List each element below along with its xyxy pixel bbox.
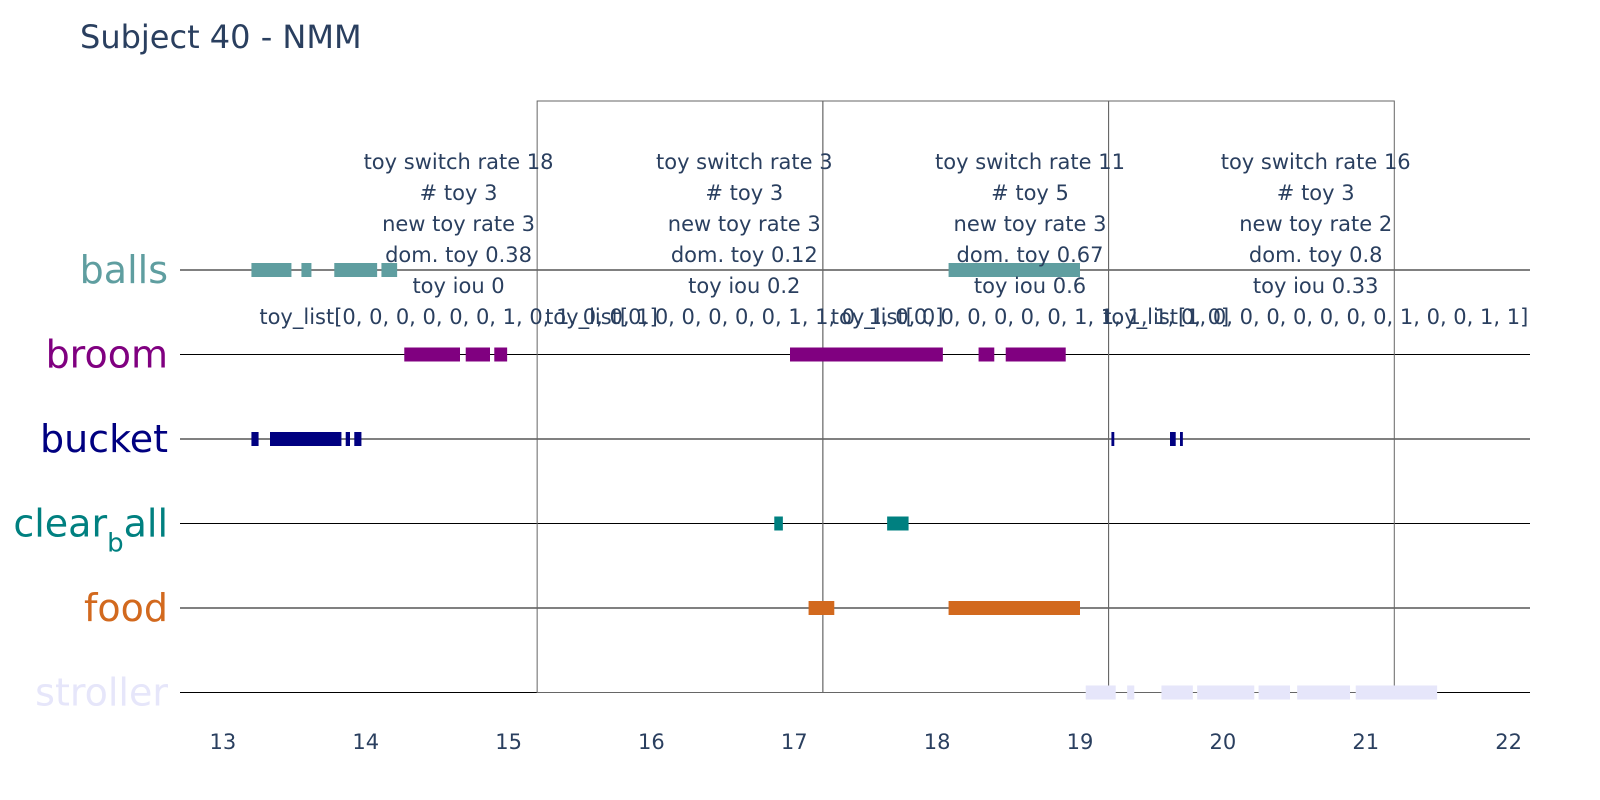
window-annotation: toy switch rate 11 # toy 5 new toy rate 3 d… [831,150,1229,330]
segment-stroller [1258,685,1290,700]
window-annotation: toy switch rate 3 # toy 3 new toy rate 3 do… [545,150,943,330]
annotation-line: toy switch rate 18 [364,150,554,174]
y-label-bucket: bucket [40,417,168,461]
segment-clear_ball [774,516,783,531]
annotation-line: dom. toy 0.38 [385,243,532,267]
segment-broom [1005,347,1066,362]
x-tick-label: 21 [1352,730,1379,754]
annotation-line: toy_list[0, 0, 0, 0, 0, 0, 1, 1, 0, 1, 0… [545,305,943,330]
segment-bucket [1111,432,1115,446]
annotation-line: toy iou 0.33 [1253,274,1379,298]
window-annotation: toy switch rate 16 # toy 3 new toy rate 2 d… [1103,150,1528,330]
segment-broom [404,347,460,362]
x-tick-label: 20 [1209,730,1236,754]
annotation-line: new toy rate 3 [954,212,1107,236]
annotation-line: new toy rate 3 [668,212,821,236]
segment-bucket [1180,432,1183,446]
y-label-stroller: stroller [35,671,168,715]
x-tick-label: 14 [352,730,379,754]
x-tick-label: 22 [1495,730,1522,754]
annotation-line: new toy rate 2 [1239,212,1392,236]
x-tick-label: 18 [924,730,951,754]
annotation-line: # toy 3 [1277,181,1355,205]
segment-bucket [345,432,350,446]
x-tick-label: 13 [209,730,236,754]
annotation-line: dom. toy 0.12 [671,243,818,267]
row-lines [180,269,1530,693]
segment-stroller [1127,685,1135,700]
annotation-line: dom. toy 0.8 [1249,243,1383,267]
toy-segments [251,263,1438,700]
annotation-line: new toy rate 3 [382,212,535,236]
x-tick-label: 16 [638,730,665,754]
segment-broom [494,347,508,362]
segment-broom [978,347,995,362]
segment-stroller [1085,685,1116,700]
segment-broom [790,347,943,362]
x-axis-ticks: 13 14 15 16 17 18 19 20 21 22 [209,730,1521,754]
segment-bucket [270,432,342,446]
x-tick-label: 17 [781,730,808,754]
segment-bucket [354,432,362,446]
x-tick-label: 15 [495,730,522,754]
annotation-line: toy_list[1, 0, 0, 0, 0, 0, 0, 0, 1, 0, 0… [1103,305,1528,330]
segment-bucket [251,432,259,446]
y-label-balls: balls [80,248,168,292]
segment-balls [381,263,398,277]
chart-title: Subject 40 - NMM [80,18,362,56]
segment-stroller [1297,685,1350,700]
annotation-line: toy switch rate 11 [935,150,1125,174]
annotation-line: # toy 3 [420,181,498,205]
segment-stroller [1161,685,1193,700]
segment-balls [334,263,378,277]
annotation-line: toy_list[0, 0, 0, 0, 0, 0, 1, 1, 1, 1, 0… [831,305,1229,330]
annotation-line: # toy 5 [991,181,1069,205]
segment-food [808,601,835,615]
window-annotation: toy switch rate 18 # toy 3 new toy rate 3 d… [259,150,657,330]
y-axis-labels: balls broom bucket clearball food stroller [13,248,168,715]
y-label-broom: broom [46,333,168,377]
annotation-line: # toy 3 [705,181,783,205]
annotation-line: toy switch rate 3 [656,150,833,174]
annotation-line: toy iou 0.2 [688,274,800,298]
annotation-line: dom. toy 0.67 [957,243,1104,267]
y-label-food: food [84,586,168,630]
annotation-line: toy_list[0, 0, 0, 0, 0, 0, 1, 0, 1, 0, 0… [259,305,657,330]
y-label-clear_ball: clearball [13,502,168,559]
annotation-line: toy iou 0.6 [974,274,1086,298]
segment-stroller [1197,685,1255,700]
segment-balls [948,263,1080,277]
window-annotations: toy switch rate 18 # toy 3 new toy rate 3 d… [259,150,1528,330]
annotation-line: toy iou 0 [412,274,504,298]
segment-balls [301,263,312,277]
x-tick-label: 19 [1067,730,1094,754]
segment-bucket [1170,432,1176,446]
segment-food [948,601,1080,615]
segment-balls [251,263,292,277]
annotation-line: toy switch rate 16 [1221,150,1411,174]
segment-stroller [1355,685,1438,700]
segment-clear_ball [887,516,909,531]
segment-broom [465,347,490,362]
